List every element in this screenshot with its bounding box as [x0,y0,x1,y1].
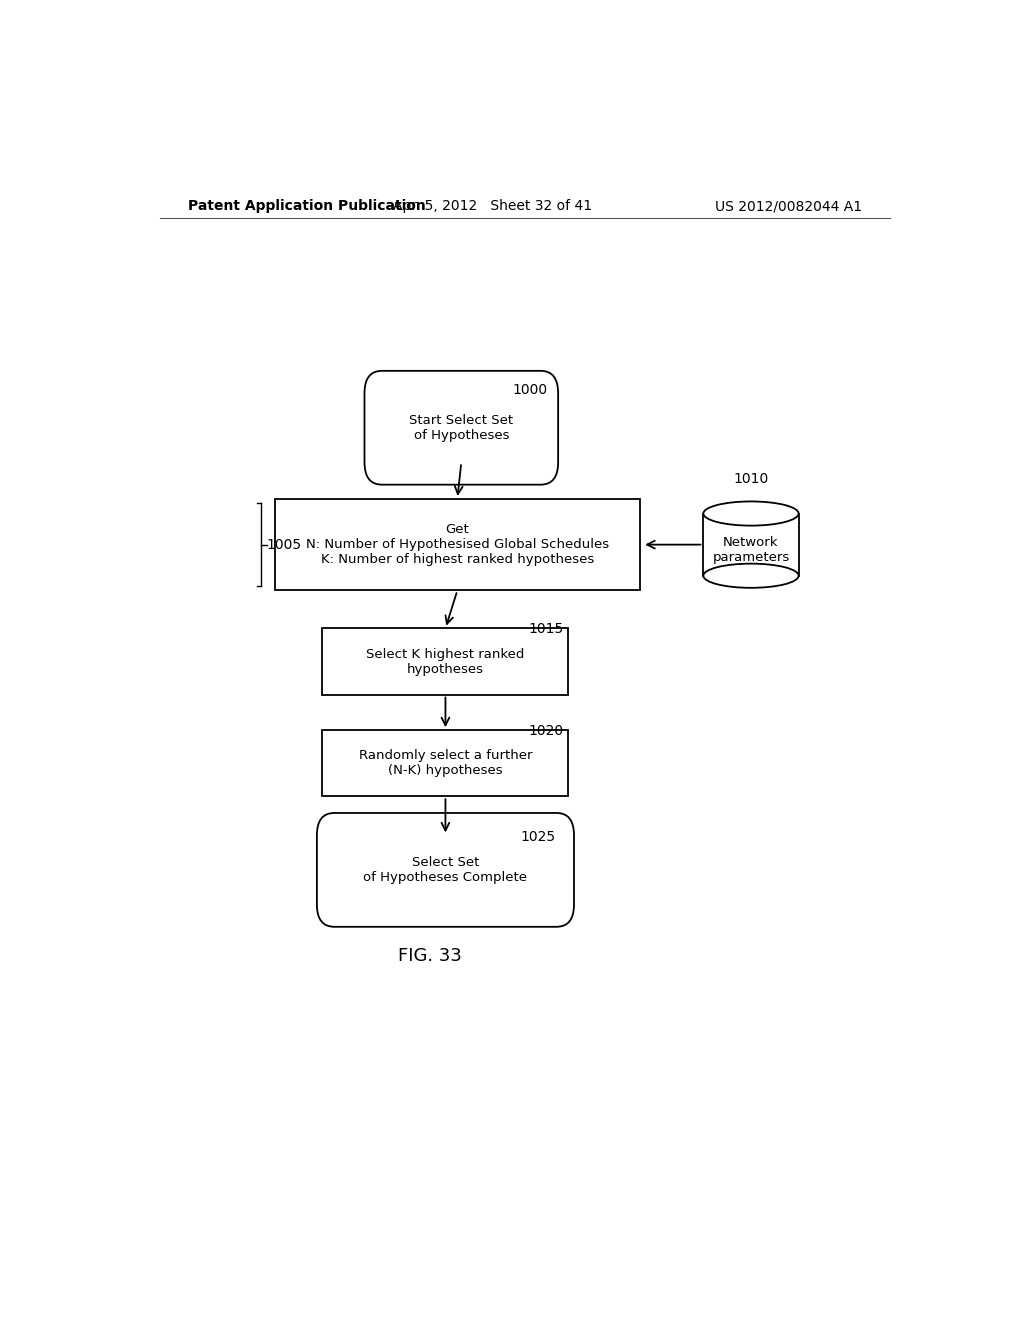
FancyBboxPatch shape [316,813,574,927]
Ellipse shape [703,564,799,587]
Text: Start Select Set
of Hypotheses: Start Select Set of Hypotheses [410,413,513,442]
Text: Patent Application Publication: Patent Application Publication [187,199,425,213]
Text: Randomly select a further
(N-K) hypotheses: Randomly select a further (N-K) hypothes… [358,750,532,777]
Text: Network
parameters: Network parameters [713,536,790,564]
Bar [703,513,799,576]
Bar [323,628,568,694]
Text: US 2012/0082044 A1: US 2012/0082044 A1 [715,199,862,213]
Text: Apr. 5, 2012   Sheet 32 of 41: Apr. 5, 2012 Sheet 32 of 41 [393,199,593,213]
Text: 1020: 1020 [528,723,564,738]
Bar [274,499,640,590]
Ellipse shape [703,502,799,525]
Text: 1005: 1005 [267,537,302,552]
Ellipse shape [703,502,799,525]
Text: 1015: 1015 [528,622,564,636]
Text: Select K highest ranked
hypotheses: Select K highest ranked hypotheses [367,648,524,676]
Text: Select Set
of Hypotheses Complete: Select Set of Hypotheses Complete [364,855,527,884]
Text: 1010: 1010 [733,471,769,486]
Text: FIG. 33: FIG. 33 [397,948,462,965]
Text: 1025: 1025 [521,830,556,845]
Bar [323,730,568,796]
FancyBboxPatch shape [365,371,558,484]
Text: Get
N: Number of Hypothesised Global Schedules
K: Number of highest ranked hypot: Get N: Number of Hypothesised Global Sch… [306,523,609,566]
Text: 1000: 1000 [513,383,548,397]
